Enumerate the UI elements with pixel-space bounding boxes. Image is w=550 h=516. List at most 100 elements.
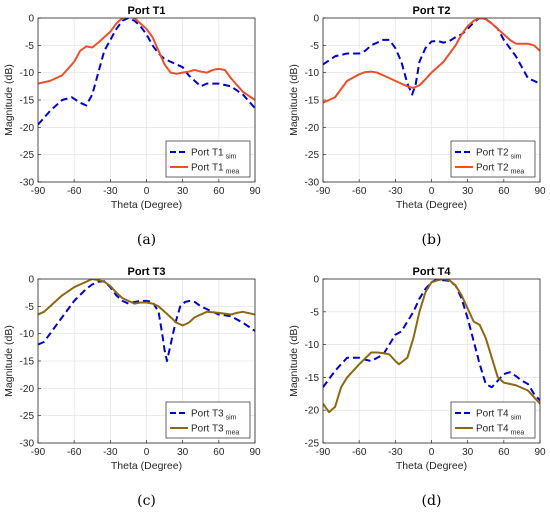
legend-label-subscript: mea	[511, 430, 525, 437]
y-tick-label: -20	[305, 406, 320, 417]
y-tick-label: -25	[20, 411, 35, 422]
legend-label-subscript: mea	[226, 430, 240, 437]
legend-label-subscript: mea	[511, 169, 525, 176]
y-tick-label: -5	[310, 307, 319, 318]
x-tick-label: -60	[352, 186, 367, 197]
x-tick-label: -30	[103, 186, 118, 197]
legend-box	[165, 401, 251, 439]
y-tick-label: -20	[305, 123, 320, 134]
x-tick-label: 90	[534, 186, 546, 197]
x-tick-label: -90	[31, 447, 46, 458]
legend-label-subscript: sim	[511, 154, 522, 161]
legend-label: Port T2 sim	[476, 148, 522, 161]
chart-panel-4: -90 -60 -30 0 30 60 90 0 -5 -10 -15 -20 -25 Port T4 Th…	[288, 266, 546, 509]
chart-panel-1: -90 -60 -30 0 30 60 90 0 -5 -10 -15 -20 -25 -30 Port T…	[3, 5, 261, 248]
axis-frame	[37, 278, 256, 444]
y-tick-label: -10	[305, 68, 320, 79]
x-tick-label: 60	[213, 186, 225, 197]
legend-label: Port T4 sim	[476, 409, 522, 422]
panel-caption: (c)	[137, 493, 156, 509]
legend-box	[165, 140, 251, 178]
y-tick-label: -30	[305, 178, 320, 189]
y-tick-label: -10	[305, 340, 320, 351]
chart-title: Port T4	[413, 266, 452, 278]
y-tick-label: -10	[20, 329, 35, 340]
x-tick-label: -30	[103, 447, 118, 458]
chart-panel-3: -90 -60 -30 0 30 60 90 0 -5 -10 -15 -20 -25 -30 Port T…	[3, 266, 261, 509]
x-tick-label: -90	[316, 186, 331, 197]
y-tick-label: -15	[20, 96, 35, 107]
panel-caption: (a)	[137, 232, 156, 248]
series-line-mea	[38, 279, 255, 327]
series-line-mea	[323, 18, 540, 104]
legend-label: Port T4 mea	[476, 424, 524, 437]
y-tick-label: 0	[313, 14, 319, 25]
x-tick-label: 30	[177, 447, 189, 458]
x-tick-label: 30	[462, 186, 474, 197]
legend-label: Port T3 sim	[191, 409, 237, 422]
series-line-mea	[323, 279, 540, 414]
y-tick-label: -5	[310, 41, 319, 52]
x-tick-label: -90	[31, 186, 46, 197]
x-tick-label: 0	[429, 186, 435, 197]
x-tick-label: -60	[67, 447, 82, 458]
x-tick-label: -30	[388, 447, 403, 458]
chart-title: Port T2	[413, 5, 451, 17]
legend-label-subscript: sim	[511, 415, 522, 422]
y-tick-label: -15	[20, 357, 35, 368]
x-tick-label: 0	[144, 447, 150, 458]
y-axis-label: Magnitude (dB)	[3, 64, 15, 136]
x-tick-label: 0	[144, 186, 150, 197]
y-axis-label: Magnitude (dB)	[288, 64, 300, 136]
y-tick-label: -25	[20, 150, 35, 161]
chart-title: Port T1	[128, 5, 166, 17]
x-axis-label: Theta (Degree)	[111, 199, 182, 211]
chart-panel-2: -90 -60 -30 0 30 60 90 0 -5 -10 -15 -20 -25 -30 Port T…	[288, 5, 546, 248]
legend-label-name: Port T1	[191, 163, 224, 174]
x-tick-label: 60	[498, 186, 510, 197]
y-tick-label: -30	[20, 439, 35, 450]
legend-label-name: Port T2	[476, 148, 509, 159]
axis-frame	[37, 17, 256, 183]
x-tick-label: 30	[462, 447, 474, 458]
legend-label-subscript: sim	[226, 415, 237, 422]
series-line-sim	[323, 18, 540, 96]
legend-label-name: Port T1	[191, 148, 224, 159]
series-line-mea	[38, 18, 255, 101]
y-tick-label: -20	[20, 123, 35, 134]
x-axis-label: Theta (Degree)	[396, 199, 467, 211]
y-tick-label: 0	[28, 14, 34, 25]
x-tick-label: 90	[249, 447, 261, 458]
legend-label: Port T2 mea	[476, 163, 524, 176]
legend: Port T3 sim Port T3 mea	[165, 401, 251, 439]
legend-label-subscript: sim	[226, 154, 237, 161]
legend-label-name: Port T4	[476, 409, 509, 420]
chart-title: Port T3	[128, 266, 166, 278]
series-line-sim	[38, 280, 255, 362]
legend-label-subscript: mea	[226, 169, 240, 176]
y-tick-label: 0	[28, 275, 34, 286]
x-axis-label: Theta (Degree)	[396, 460, 467, 472]
legend-label: Port T1 mea	[191, 163, 239, 176]
y-axis-label: Magnitude (dB)	[288, 325, 300, 397]
legend-box	[450, 140, 536, 178]
x-tick-label: 90	[249, 186, 261, 197]
y-tick-label: -30	[20, 178, 35, 189]
x-axis-label: Theta (Degree)	[111, 460, 182, 472]
y-tick-label: -25	[305, 150, 320, 161]
axis-frame	[322, 17, 541, 183]
y-tick-label: -10	[20, 68, 35, 79]
legend-label-name: Port T3	[191, 424, 224, 435]
legend-label-name: Port T2	[476, 163, 509, 174]
axis-frame	[322, 278, 541, 444]
legend-box	[450, 401, 536, 439]
x-tick-label: 30	[177, 186, 189, 197]
y-tick-label: 0	[313, 275, 319, 286]
x-tick-label: 60	[498, 447, 510, 458]
y-tick-label: -5	[25, 302, 34, 313]
legend-label: Port T3 mea	[191, 424, 239, 437]
y-tick-label: -20	[20, 384, 35, 395]
x-tick-label: 60	[213, 447, 225, 458]
